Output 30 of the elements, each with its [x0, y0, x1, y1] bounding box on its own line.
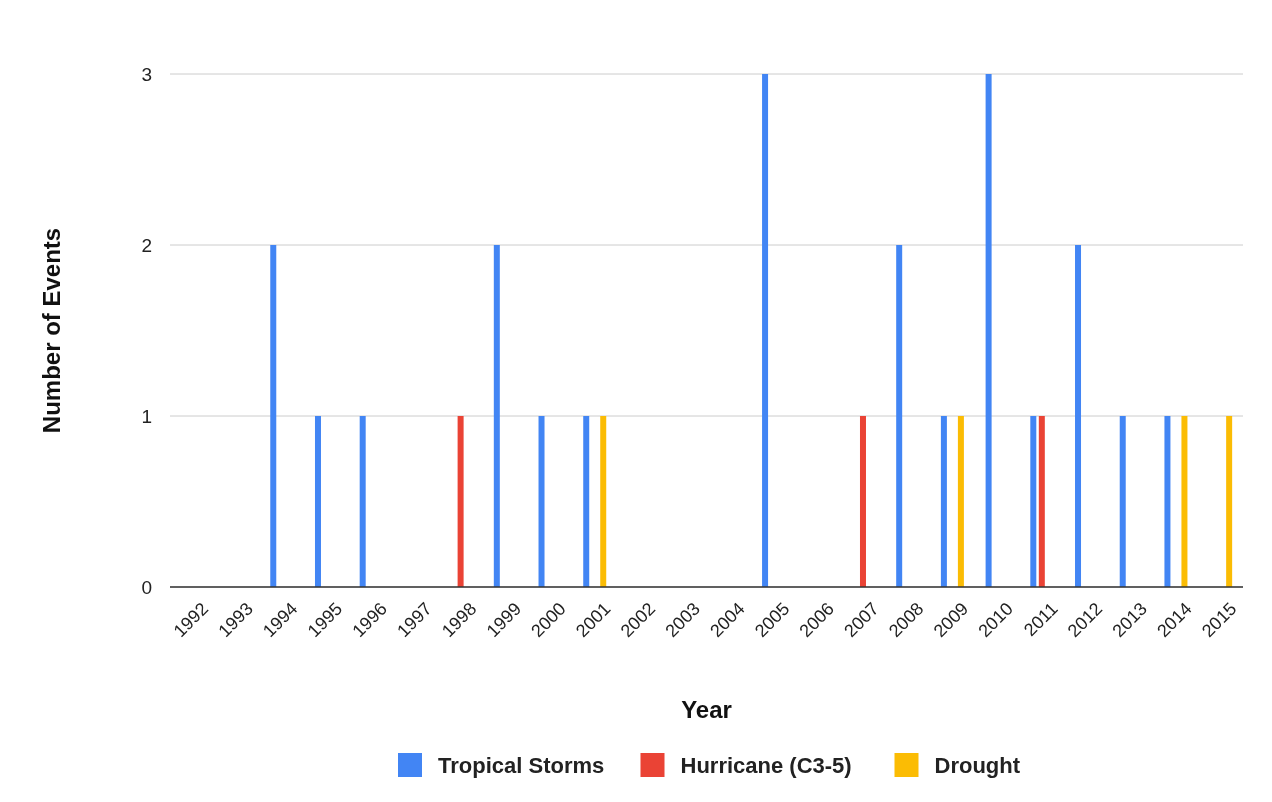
legend-label: Tropical Storms	[438, 752, 605, 778]
bar	[1164, 416, 1171, 587]
bar	[314, 416, 321, 587]
legend-label: Hurricane (C3-5)	[680, 752, 852, 778]
y-tick-label: 0	[141, 576, 152, 598]
bar	[493, 245, 500, 587]
bar	[1030, 416, 1037, 587]
bar	[359, 416, 366, 587]
bar	[1038, 416, 1045, 587]
bar	[1226, 416, 1233, 587]
legend-label: Drought	[934, 752, 1021, 778]
bar	[940, 416, 947, 587]
bar	[1119, 416, 1126, 587]
bar	[896, 245, 903, 587]
y-tick-label: 2	[141, 234, 152, 256]
y-tick-label: 3	[141, 63, 152, 85]
bar	[270, 245, 277, 587]
bar	[600, 416, 607, 587]
bar	[538, 416, 545, 587]
bar	[457, 416, 464, 587]
bar	[1075, 245, 1082, 587]
bar	[859, 416, 866, 587]
y-axis-title: Number of Events	[38, 227, 65, 434]
x-axis-title: Year	[681, 696, 732, 723]
bar	[762, 74, 769, 587]
bar	[1181, 416, 1188, 587]
bar	[985, 74, 992, 587]
bar	[957, 416, 964, 587]
bar	[583, 416, 590, 587]
y-tick-label: 1	[141, 405, 152, 427]
